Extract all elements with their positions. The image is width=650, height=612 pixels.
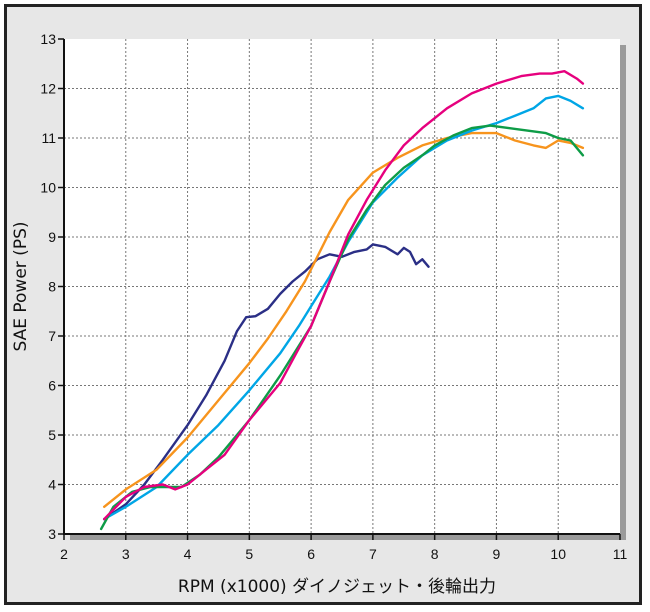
series-group (99, 69, 585, 531)
series-line-4 (99, 124, 585, 531)
y-tick-label: 3 (48, 526, 56, 542)
y-tick-label: 5 (48, 427, 56, 443)
x-tick-label: 4 (184, 546, 192, 562)
y-tick-label: 6 (48, 378, 56, 394)
y-tick-label: 8 (48, 279, 56, 295)
y-tick-label: 13 (40, 31, 56, 47)
grid-lines (64, 39, 620, 534)
x-tick-label: 11 (613, 546, 628, 562)
y-tick-label: 12 (40, 81, 56, 97)
x-tick-label: 8 (431, 546, 439, 562)
x-tick-label: 7 (369, 546, 377, 562)
series-line-2 (102, 131, 585, 508)
y-tick-label: 10 (40, 180, 56, 196)
x-axis-title: RPM (x1000) ダイノジェット・後輪出力 (178, 577, 496, 597)
series-line-1 (102, 243, 430, 521)
chart-frame: 2 3 4 5 6 7 8 9 10 11 3 4 5 6 7 8 9 10 11 12 13 RPM (x1000)… (4, 4, 642, 605)
x-tick-label: 2 (60, 546, 68, 562)
y-tick-label: 7 (48, 328, 56, 344)
x-tick-label: 5 (245, 546, 253, 562)
x-tick-label: 9 (493, 546, 501, 562)
series-line-5 (102, 69, 585, 521)
y-axis-title: SAE Power (PS) (11, 222, 31, 352)
y-tick-label: 11 (41, 130, 56, 146)
x-tick-label: 3 (122, 546, 130, 562)
y-tick-labels: 3 4 5 6 7 8 9 10 11 12 13 (40, 31, 56, 542)
x-tick-label: 10 (550, 546, 566, 562)
y-tick-label: 9 (48, 229, 56, 245)
y-tick-label: 4 (48, 477, 56, 493)
x-tick-labels: 2 3 4 5 6 7 8 9 10 11 (60, 546, 627, 562)
x-tick-label: 6 (307, 546, 315, 562)
axes (58, 38, 621, 540)
